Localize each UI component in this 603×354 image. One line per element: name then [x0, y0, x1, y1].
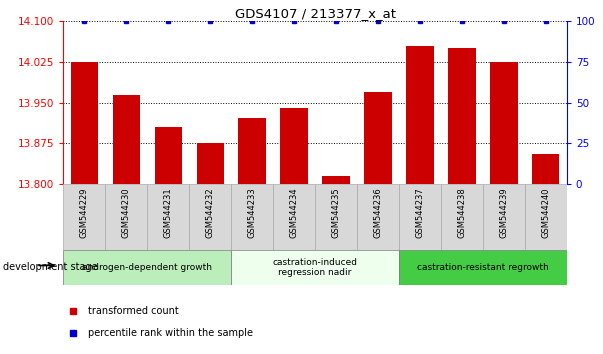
Text: GSM544239: GSM544239 [499, 187, 508, 238]
Bar [63, 184, 106, 250]
Text: GSM544236: GSM544236 [373, 187, 382, 238]
Text: GSM544233: GSM544233 [248, 187, 257, 238]
Text: transformed count: transformed count [89, 306, 179, 316]
Bar [239, 118, 266, 184]
Title: GDS4107 / 213377_x_at: GDS4107 / 213377_x_at [235, 7, 396, 20]
Text: androgen-dependent growth: androgen-dependent growth [82, 263, 212, 272]
Bar [406, 46, 434, 184]
Bar [113, 95, 140, 184]
Text: GSM544237: GSM544237 [415, 187, 425, 238]
Bar [197, 143, 224, 184]
Bar [189, 184, 231, 250]
Text: development stage: development stage [3, 262, 98, 272]
Bar [315, 184, 357, 250]
Bar [280, 108, 308, 184]
Bar [364, 92, 391, 184]
Bar [106, 184, 147, 250]
Bar [71, 62, 98, 184]
Bar [490, 62, 517, 184]
Bar [448, 48, 476, 184]
Text: GSM544240: GSM544240 [541, 187, 551, 238]
Bar [154, 127, 182, 184]
Bar [231, 184, 273, 250]
Bar [63, 250, 231, 285]
Text: GSM544234: GSM544234 [289, 187, 298, 238]
Text: GSM544235: GSM544235 [332, 187, 341, 238]
Text: percentile rank within the sample: percentile rank within the sample [89, 328, 253, 338]
Bar [231, 250, 399, 285]
Bar [525, 184, 567, 250]
Bar [441, 184, 483, 250]
Text: castration-induced
regression nadir: castration-induced regression nadir [273, 258, 358, 277]
Bar [147, 184, 189, 250]
Bar [323, 176, 350, 184]
Text: castration-resistant regrowth: castration-resistant regrowth [417, 263, 549, 272]
Bar [532, 154, 560, 184]
Text: GSM544231: GSM544231 [163, 187, 172, 238]
Bar [399, 250, 567, 285]
Text: GSM544232: GSM544232 [206, 187, 215, 238]
Bar [357, 184, 399, 250]
Text: GSM544229: GSM544229 [80, 187, 89, 238]
Text: GSM544238: GSM544238 [458, 187, 467, 238]
Bar [399, 184, 441, 250]
Text: GSM544230: GSM544230 [122, 187, 131, 238]
Bar [273, 184, 315, 250]
Bar [483, 184, 525, 250]
